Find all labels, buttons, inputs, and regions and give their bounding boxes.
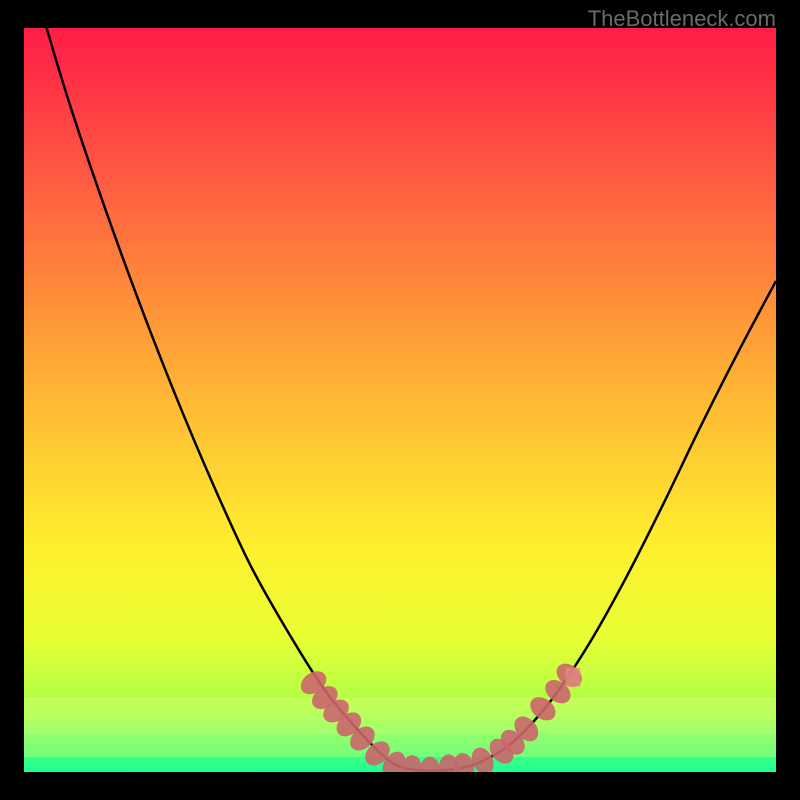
bottleneck-chart [24,28,776,772]
watermark-text: TheBottleneck.com [588,6,776,32]
gradient-background [24,28,776,772]
chart-svg [24,28,776,772]
right-glitch [565,668,580,687]
